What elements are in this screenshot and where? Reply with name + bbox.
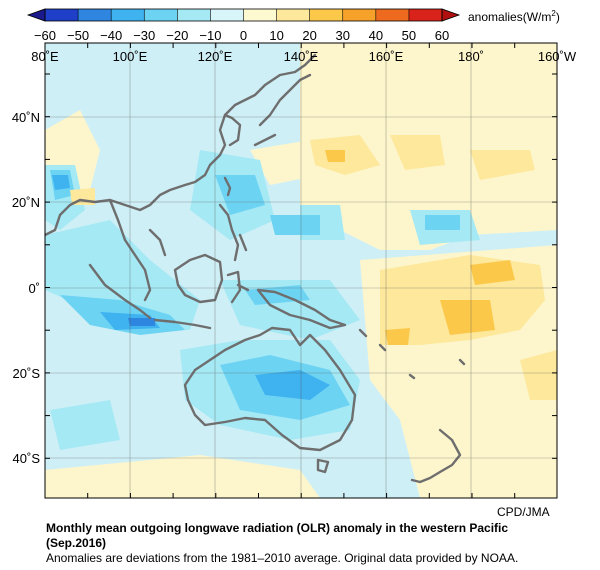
caption-title-line1: Monthly mean outgoing longwave radiation… (46, 521, 509, 535)
colorbar-cell (276, 9, 311, 21)
longitude-label: 120˚E (198, 49, 233, 64)
caption-note: Anomalies are deviations from the 1981–2… (46, 551, 519, 565)
longitude-labels: 80˚E 100˚E 120˚E 140˚E 160˚E 180˚ 160˚W (31, 49, 577, 64)
latitude-label: 40˚N (12, 110, 40, 125)
colorbar-tick-label: 10 (269, 28, 283, 43)
latitude-label: 20˚N (12, 195, 40, 210)
longitude-label: 100˚E (113, 49, 148, 64)
colorbar-tick-label: 60 (435, 28, 449, 43)
colorbar-cell (78, 9, 112, 21)
latitude-label: 20˚S (13, 366, 41, 381)
colorbar-right-arrow (441, 8, 461, 22)
colorbar-tick-label: −60 (34, 28, 56, 43)
colorbar-cell (243, 9, 278, 21)
latitude-labels: 40˚N 20˚N 0˚ 20˚S 40˚S (12, 110, 41, 466)
colorbar-cell (210, 9, 244, 21)
longitude-label: 140˚E (284, 49, 319, 64)
colorbar-unit: anomalies(W/m2) (468, 9, 560, 24)
colorbar-tick-label: 50 (402, 28, 416, 43)
longitude-label: 180˚ (458, 49, 484, 64)
colorbar-tick-label: −20 (166, 28, 188, 43)
colorbar-tick-label: 0 (240, 28, 247, 43)
colorbar-tick-label: −10 (199, 28, 221, 43)
colorbar-cell (111, 9, 145, 21)
colorbar-cell (342, 9, 377, 21)
colorbar-cell (177, 9, 211, 21)
colorbar-cell (144, 9, 178, 21)
latitude-label: 40˚S (13, 451, 41, 466)
longitude-label: 160˚W (538, 49, 577, 64)
colorbar-tick-label: 40 (369, 28, 383, 43)
colorbar: −60 −50 −40 −30 −20 −10 0 10 20 30 40 50 60 anomalie… (26, 8, 560, 43)
latitude-label: 0˚ (28, 281, 40, 296)
colorbar-cell (408, 9, 443, 21)
colorbar-tick-label: 30 (336, 28, 350, 43)
longitude-label: 80˚E (31, 49, 59, 64)
colorbar-cell (45, 9, 79, 21)
credit-label: CPD/JMA (497, 505, 550, 519)
colorbar-left-arrow (26, 8, 46, 22)
anomaly-field (45, 43, 557, 498)
colorbar-cell (309, 9, 344, 21)
colorbar-tick-label: −40 (100, 28, 122, 43)
longitude-label: 160˚E (369, 49, 404, 64)
colorbar-tick-label: −50 (67, 28, 89, 43)
colorbar-tick-label: 20 (302, 28, 316, 43)
colorbar-cell (375, 9, 410, 21)
caption-title-line2: (Sep.2016) (46, 536, 107, 550)
colorbar-tick-label: −30 (133, 28, 155, 43)
